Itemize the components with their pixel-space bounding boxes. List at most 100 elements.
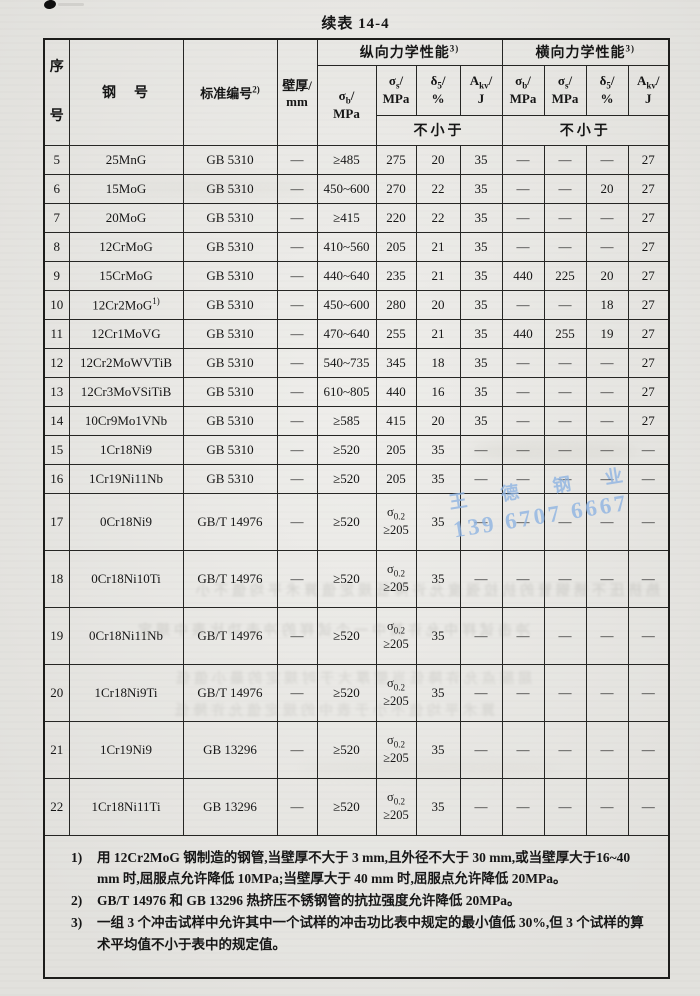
cell-akv: — [459, 720, 503, 779]
delta-symbol: δ [430, 72, 438, 88]
cell-sb: ≥520 [316, 463, 377, 494]
unit-label: MPa [551, 91, 579, 107]
cell-tss: — [543, 663, 587, 722]
cell-sb: ≥485 [316, 144, 377, 175]
cell-tss: — [543, 777, 587, 836]
table-row: 15 1Cr18Ni9 GB 5310— ≥520 205 35— — — — — [43, 434, 670, 465]
cell-std: GB 5310 [182, 463, 278, 494]
cell-n: 21 [43, 720, 70, 779]
cell-sb: ≥520 [316, 663, 377, 722]
akv-sub: kv [479, 80, 489, 91]
cell-sb: 540~735 [316, 347, 377, 378]
cell-steel: 1Cr19Ni9 [68, 720, 184, 779]
table-row: 13 12Cr3MoVSiTiB GB 5310—610~805 440 16 35— — —… [43, 376, 670, 407]
cell-d5: 35 [415, 434, 461, 465]
unit-label: % [600, 91, 614, 107]
cell-ss: σ0.2 ≥205 [375, 720, 417, 779]
cell-td5: 18 [585, 289, 629, 320]
steel-properties-table: 序 号 钢 号 标准编号2) 壁厚/ mm 纵向力学性能3) 横向力学性能3) … [43, 38, 670, 979]
cell-td5: — [585, 463, 629, 494]
cell-n: 5 [43, 144, 70, 175]
cell-td5: — [585, 405, 629, 436]
cell-sb: ≥520 [316, 434, 377, 465]
cell-takv: 27 [627, 144, 670, 175]
unit-label: % [431, 91, 445, 107]
cell-n: 16 [43, 463, 70, 494]
cell-td5: — [585, 434, 629, 465]
cell-tss: — [543, 405, 587, 436]
cell-ss: 415 [375, 405, 417, 436]
cell-sb: ≥520 [316, 777, 377, 836]
cell-td5: — [585, 492, 629, 551]
cell-ss: 345 [375, 347, 417, 378]
cell-std: GB 13296 [182, 720, 278, 779]
cell-takv: 27 [627, 289, 670, 320]
cell-wall: — [276, 549, 318, 608]
header-wall-line1: 壁厚/ [282, 77, 312, 93]
cell-n: 17 [43, 492, 70, 551]
cell-steel: 1Cr18Ni9Ti [68, 663, 184, 722]
cell-d5: 35 [415, 663, 461, 722]
table-row: 20 1Cr18Ni9Ti GB/T 14976— ≥520 σ0.2 ≥205 35— — —… [43, 663, 670, 722]
cell-td5: — [585, 202, 629, 233]
cell-td5: — [585, 231, 629, 262]
cell-takv: 27 [627, 202, 670, 233]
cell-tss: — [543, 173, 587, 204]
cell-std: GB/T 14976 [182, 492, 278, 551]
cell-akv: — [459, 606, 503, 665]
cell-takv: — [627, 720, 670, 779]
header-long-akv: Akv/ J [459, 64, 503, 116]
cell-ss: 270 [375, 173, 417, 204]
cell-wall: — [276, 376, 318, 407]
cell-ss: σ0.2 ≥205 [375, 777, 417, 836]
cell-d5: 35 [415, 720, 461, 779]
cell-steel: 20MoG [68, 202, 184, 233]
sigma-symbol: σ [515, 72, 523, 88]
cell-std: GB 13296 [182, 777, 278, 836]
cell-tss: — [543, 492, 587, 551]
cell-tsb: — [501, 777, 545, 836]
cell-td5: — [585, 549, 629, 608]
cell-tss: — [543, 144, 587, 175]
cell-tsb: — [501, 289, 545, 320]
cell-steel: 10Cr9Mo1VNb [68, 405, 184, 436]
unit-label: J [477, 91, 485, 107]
sigma-symbol: σ [388, 72, 396, 88]
table-footer: 1) 用 12Cr2MoG 钢制造的钢管,当壁厚不大于 3 mm,且外径不大于 3… [43, 834, 670, 979]
cell-wall: — [276, 318, 318, 349]
header-steel-grade: 钢 号 [68, 38, 184, 146]
cell-n: 11 [43, 318, 70, 349]
header-standard-text: 标准编号 [200, 85, 253, 101]
cell-std: GB/T 14976 [182, 663, 278, 722]
cell-d5: 35 [415, 549, 461, 608]
cell-td5: — [585, 376, 629, 407]
header-wall-thickness: 壁厚/ mm [276, 38, 318, 146]
akv-symbol: A [469, 72, 480, 88]
table-row: 9 15CrMoG GB 5310—440~640 235 21 35 440 225 20 27 [43, 260, 670, 291]
footnote-text: 用 12Cr2MoG 钢制造的钢管,当壁厚不大于 3 mm,且外径不大于 30 … [97, 849, 631, 887]
cell-tsb: 440 [501, 318, 545, 349]
cell-td5: 20 [585, 173, 629, 204]
header-trans-sup: 3) [625, 43, 635, 54]
cell-td5: 19 [585, 318, 629, 349]
cell-takv: 27 [627, 405, 670, 436]
cell-n: 9 [43, 260, 70, 291]
cell-wall: — [276, 347, 318, 378]
cell-tsb: — [501, 173, 545, 204]
cell-tss: — [543, 720, 587, 779]
cell-std: GB 5310 [182, 434, 278, 465]
cell-akv: 35 [459, 144, 503, 175]
cell-ss: 205 [375, 463, 417, 494]
cell-tsb: — [501, 663, 545, 722]
cell-d5: 21 [415, 318, 461, 349]
slash: / [350, 87, 355, 103]
cell-ss: 280 [375, 289, 417, 320]
footnotes-cell: 1) 用 12Cr2MoG 钢制造的钢管,当壁厚不大于 3 mm,且外径不大于 3… [43, 834, 670, 979]
table-row: 18 0Cr18Ni10Ti GB/T 14976— ≥520 σ0.2 ≥205 35— —… [43, 549, 670, 608]
cell-akv: — [459, 492, 503, 551]
cell-wall: — [276, 434, 318, 465]
sigma-sub: b [345, 95, 351, 106]
header-trans-sigma-s: σs/ MPa [543, 64, 587, 116]
cell-steel: 15MoG [68, 173, 184, 204]
footnote-marker: 2) [71, 893, 83, 909]
